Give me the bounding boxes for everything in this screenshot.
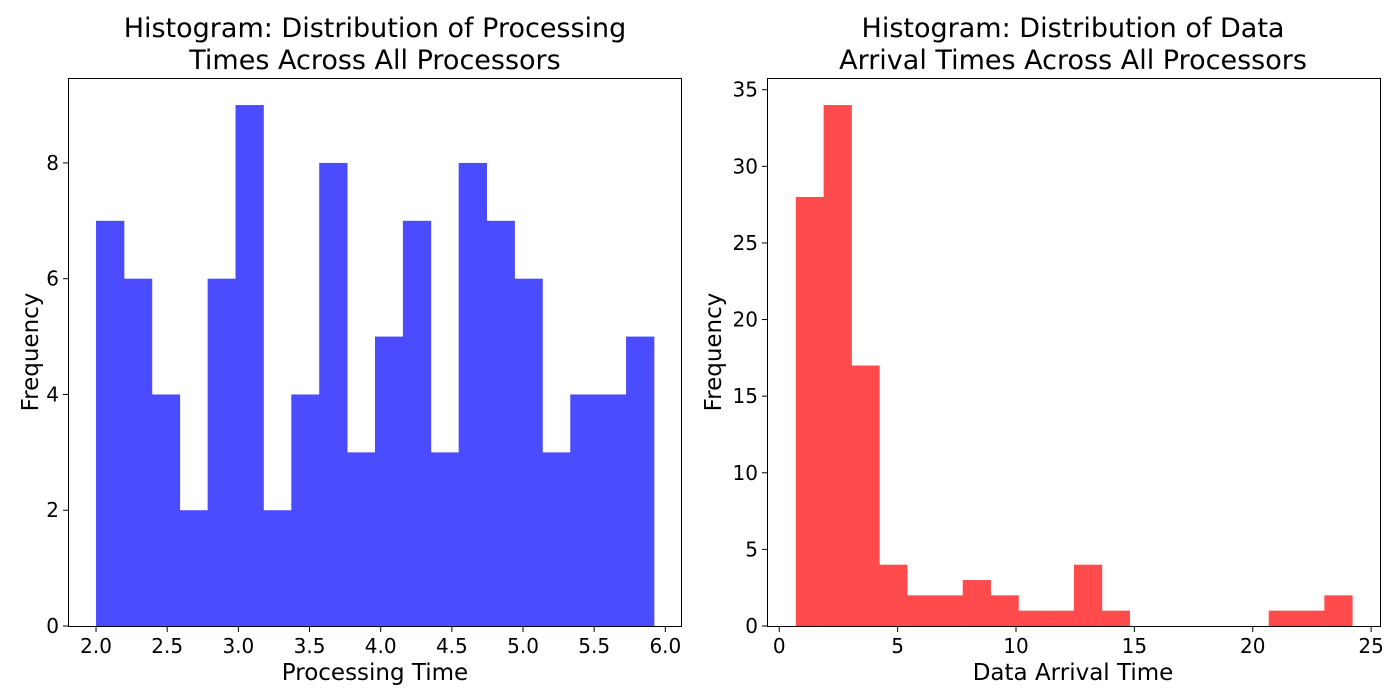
y-tick-label: 6: [46, 267, 59, 291]
histogram-bar: [430, 452, 460, 626]
y-tick-label: 5: [745, 537, 758, 561]
chart-title-line-1: Histogram: Distribution of Data: [862, 13, 1285, 44]
histogram-bar: [1018, 610, 1047, 626]
histogram-bar: [626, 336, 655, 626]
histogram-bar: [1101, 610, 1131, 626]
histogram-bar: [542, 452, 571, 626]
y-tick-label: 35: [733, 78, 758, 102]
x-tick-label: 15: [1122, 634, 1147, 658]
histogram-bar: [514, 278, 543, 626]
x-tick-label: 6.0: [649, 634, 681, 658]
y-tick-label: 30: [733, 154, 758, 178]
x-tick-label: 2.0: [80, 634, 112, 658]
histogram-bar: [151, 394, 181, 626]
histogram-bar: [402, 220, 432, 626]
x-tick-label: 10: [1003, 634, 1028, 658]
chart-title-line-1: Histogram: Distribution of Processing: [124, 13, 627, 44]
histogram-bar: [598, 394, 627, 626]
y-tick-label: 15: [733, 384, 758, 408]
x-tick-label: 4.5: [436, 634, 468, 658]
histogram-bar: [851, 365, 880, 626]
x-tick-label: 20: [1240, 634, 1265, 658]
x-axis-ticks: 2.0 2.5 3.0 3.5 4.0 4.5 5.0 5.5 6.0: [80, 626, 681, 658]
x-tick-label: 0: [773, 634, 786, 658]
x-tick-label: 3.5: [294, 634, 326, 658]
histogram-bar: [1046, 610, 1075, 626]
y-axis-ticks: 0 2 4 6 8: [46, 151, 69, 638]
histogram-bar: [934, 595, 964, 626]
bars: [795, 105, 1353, 627]
histogram-bar: [235, 105, 264, 627]
histogram-bar: [179, 510, 209, 626]
x-axis-label: Processing Time: [282, 660, 468, 686]
y-tick-label: 20: [733, 308, 758, 332]
chart-title-line-2: Arrival Times Across All Processors: [839, 45, 1307, 76]
histogram-bar: [570, 394, 599, 626]
histogram-bar: [795, 196, 825, 626]
y-tick-label: 8: [46, 151, 59, 175]
histogram-bar: [879, 564, 908, 626]
histogram-bar: [263, 510, 292, 626]
x-tick-label: 5: [891, 634, 904, 658]
y-axis-ticks: 0 5 10 15 20 25 30 35: [733, 78, 768, 638]
x-tick-label: 25: [1358, 634, 1383, 658]
x-axis-label: Data Arrival Time: [973, 660, 1174, 686]
histogram-bar: [291, 394, 320, 626]
x-tick-label: 5.5: [578, 634, 610, 658]
histogram-bar: [962, 580, 991, 626]
bars: [96, 105, 655, 627]
x-tick-label: 4.0: [365, 634, 397, 658]
plot-frame: [767, 78, 1381, 627]
histogram-bar: [1268, 610, 1297, 626]
x-tick-label: 3.0: [222, 634, 254, 658]
histogram-bar: [207, 278, 236, 626]
histogram-bar: [907, 595, 936, 626]
y-tick-label: 0: [46, 614, 59, 638]
y-tick-label: 25: [733, 231, 758, 255]
histogram-bar: [990, 595, 1019, 626]
histogram-bar: [347, 452, 376, 626]
y-tick-label: 0: [745, 614, 758, 638]
histogram-bar: [1074, 564, 1103, 626]
y-tick-label: 2: [46, 498, 59, 522]
chart-title-line-2: Times Across All Processors: [188, 45, 560, 76]
y-tick-label: 4: [46, 382, 59, 406]
histogram-bar: [458, 162, 487, 626]
y-axis-label: Frequency: [18, 293, 44, 412]
data-arrival-time-histogram: Histogram: Distribution of Data Arrival …: [701, 13, 1384, 686]
histogram-bar: [319, 162, 348, 626]
histogram-bar: [1296, 610, 1325, 626]
y-axis-label: Frequency: [701, 293, 727, 412]
histogram-bar: [375, 336, 404, 626]
y-tick-label: 10: [733, 461, 758, 485]
processing-time-histogram: Histogram: Distribution of Processing Ti…: [18, 13, 682, 686]
x-tick-label: 5.0: [507, 634, 539, 658]
x-tick-label: 2.5: [151, 634, 183, 658]
histogram-bar: [1324, 595, 1353, 626]
plot-frame: [68, 78, 682, 627]
histogram-bar: [486, 220, 515, 626]
histogram-bar: [823, 105, 852, 627]
histogram-bar: [96, 220, 125, 626]
histogram-bar: [123, 278, 153, 626]
x-axis-ticks: 0 5 10 15 20 25: [773, 626, 1384, 658]
